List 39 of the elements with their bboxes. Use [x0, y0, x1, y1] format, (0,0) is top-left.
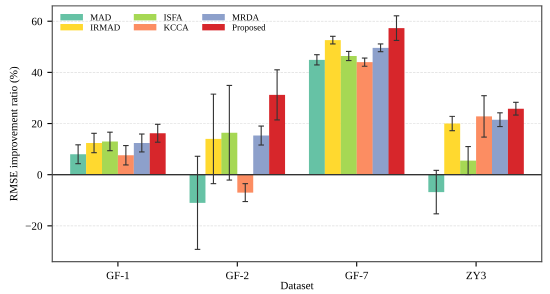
bar [492, 120, 508, 175]
y-tick-label: −20 [26, 222, 42, 230]
bar [508, 108, 524, 175]
y-tick-label: 20 [32, 120, 42, 128]
bar [340, 56, 357, 175]
bar [476, 116, 492, 175]
x-tick-label: ZY3 [466, 272, 486, 280]
y-tick-label: 40 [32, 68, 42, 76]
y-tick-label: 0 [37, 171, 42, 179]
bar [70, 154, 86, 175]
legend-label: MRDA [232, 14, 260, 20]
bar [221, 132, 238, 175]
y-tick-label: 60 [32, 18, 42, 26]
bar [118, 155, 134, 175]
bar [86, 142, 102, 175]
bar [150, 133, 166, 175]
x-tick-label: GF-7 [345, 272, 368, 280]
bar [190, 174, 206, 203]
x-axis-title: Dataset [280, 282, 314, 290]
bar [102, 141, 118, 175]
bar [308, 60, 325, 175]
bar [269, 94, 286, 175]
legend-label: IRMAD [90, 24, 120, 30]
bar [253, 136, 270, 175]
y-axis-title: RMSE improvement ratio (%) [10, 66, 20, 201]
bar [444, 124, 460, 175]
bar [356, 62, 373, 175]
x-tick-label: GF-1 [106, 272, 129, 280]
legend-label: MAD [90, 14, 111, 20]
x-tick-label: GF-2 [226, 272, 248, 280]
legend-label: ISFA [164, 14, 182, 20]
bar [372, 48, 389, 175]
bar [205, 138, 222, 175]
legend-label: KCCA [164, 24, 189, 30]
bar [324, 40, 341, 175]
bar [134, 142, 150, 175]
bar [388, 28, 404, 175]
bar [460, 160, 476, 175]
legend-label: Proposed [232, 24, 266, 32]
